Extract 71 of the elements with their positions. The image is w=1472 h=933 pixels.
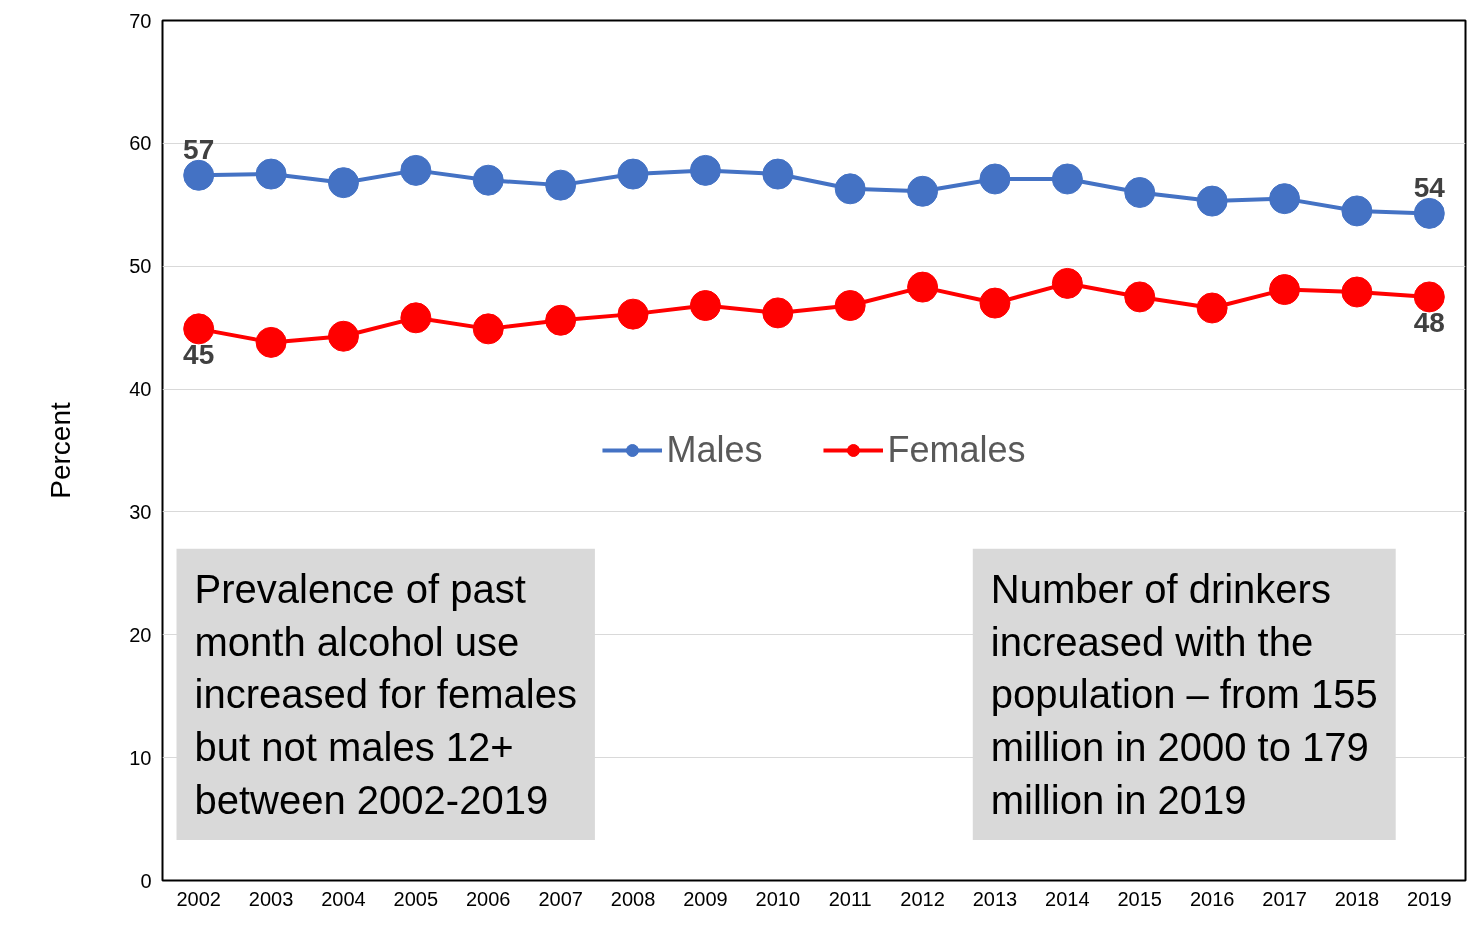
point bbox=[1051, 163, 1083, 195]
point bbox=[689, 290, 721, 321]
x-tick-label: 2007 bbox=[538, 887, 583, 910]
point bbox=[183, 159, 215, 191]
data-label: 48 bbox=[1413, 306, 1445, 338]
point bbox=[400, 154, 432, 186]
x-tick-label: 2008 bbox=[610, 887, 656, 910]
point bbox=[1051, 267, 1083, 299]
point bbox=[1196, 185, 1228, 217]
legend-label: Males bbox=[666, 429, 763, 471]
point bbox=[545, 304, 577, 336]
y-tick-label: 10 bbox=[129, 746, 152, 769]
y-axis-title: Percent bbox=[45, 402, 77, 499]
point bbox=[327, 167, 359, 199]
x-tick-label: 2015 bbox=[1117, 887, 1162, 910]
y-tick-label: 40 bbox=[129, 378, 152, 401]
point bbox=[1413, 197, 1445, 229]
y-tick-label: 70 bbox=[129, 9, 152, 32]
x-tick-label: 2002 bbox=[176, 887, 221, 910]
point bbox=[1269, 274, 1301, 306]
x-tick-label: 2005 bbox=[393, 887, 439, 910]
data-label: 57 bbox=[183, 134, 215, 166]
point bbox=[979, 163, 1011, 195]
x-tick-label: 2019 bbox=[1407, 887, 1452, 910]
point bbox=[617, 158, 649, 190]
x-tick-label: 2013 bbox=[972, 887, 1018, 910]
x-tick-label: 2016 bbox=[1189, 887, 1235, 910]
point bbox=[1341, 276, 1373, 308]
point bbox=[762, 158, 794, 190]
point bbox=[183, 313, 215, 345]
point bbox=[472, 313, 504, 345]
point bbox=[255, 326, 287, 358]
point bbox=[1413, 281, 1445, 313]
data-label: 54 bbox=[1413, 172, 1446, 204]
y-tick-label: 20 bbox=[129, 623, 152, 646]
x-tick-label: 2017 bbox=[1262, 887, 1307, 910]
point bbox=[834, 173, 866, 205]
x-tick-label: 2006 bbox=[466, 887, 511, 910]
y-tick-label: 50 bbox=[129, 255, 152, 278]
legend-label: Females bbox=[887, 429, 1026, 471]
point bbox=[834, 290, 866, 321]
point bbox=[327, 320, 359, 352]
point bbox=[1341, 195, 1373, 227]
point bbox=[1196, 292, 1228, 324]
point bbox=[255, 158, 287, 190]
point bbox=[907, 175, 939, 207]
x-tick-label: 2018 bbox=[1334, 887, 1380, 910]
point bbox=[1124, 281, 1156, 313]
x-tick-label: 2010 bbox=[755, 887, 801, 910]
y-tick-label: 0 bbox=[140, 869, 152, 892]
point bbox=[545, 169, 577, 201]
x-tick-label: 2003 bbox=[248, 887, 294, 910]
annotation: Prevalence of past month alcohol use increased for females but not males 12+ between 2002-2019 bbox=[194, 566, 577, 822]
x-tick-label: 2011 bbox=[828, 887, 872, 910]
x-tick-label: 2004 bbox=[321, 887, 366, 910]
point bbox=[617, 298, 649, 330]
x-tick-label: 2012 bbox=[900, 887, 945, 910]
y-tick-label: 30 bbox=[129, 500, 152, 523]
y-tick-label: 60 bbox=[129, 132, 152, 155]
point bbox=[1269, 183, 1301, 215]
data-label: 45 bbox=[183, 338, 215, 370]
point bbox=[1124, 177, 1156, 208]
point bbox=[907, 271, 939, 303]
point bbox=[400, 302, 432, 334]
point bbox=[979, 287, 1011, 319]
x-tick-label: 2009 bbox=[683, 887, 728, 910]
point bbox=[472, 164, 504, 196]
x-tick-label: 2014 bbox=[1045, 887, 1090, 910]
annotation: Number of drinkers increased with the population – from 155 million in 2000 to 179 million in 2019 bbox=[990, 566, 1378, 822]
point bbox=[762, 297, 794, 329]
point bbox=[689, 154, 721, 186]
